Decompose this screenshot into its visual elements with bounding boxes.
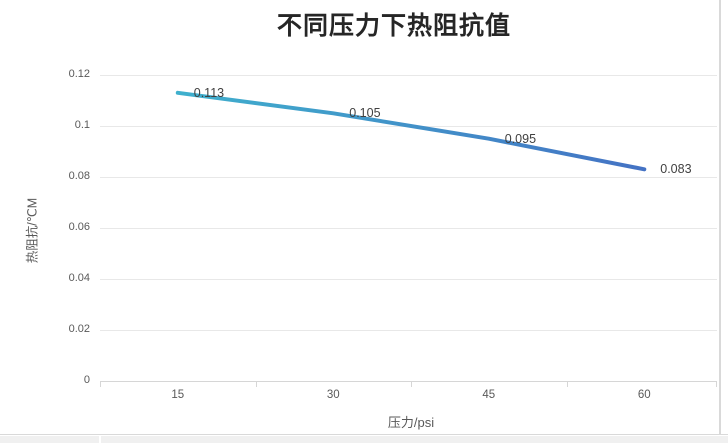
y-tick-label: 0.06 — [68, 221, 90, 233]
y-tick-label: 0.12 — [68, 68, 90, 80]
y-tick-label: 0.02 — [68, 323, 90, 335]
x-axis-tick-mark — [567, 381, 568, 387]
x-axis-tick-mark — [256, 381, 257, 387]
x-tick-label: 30 — [326, 389, 340, 401]
y-tick-label: 0.08 — [68, 170, 90, 182]
x-axis-line — [100, 381, 717, 382]
gridline — [100, 126, 717, 127]
y-tick-label: 0.1 — [74, 119, 90, 131]
data-label: 0.113 — [193, 85, 225, 100]
y-tick-label: 0 — [83, 374, 90, 386]
data-label: 0.095 — [504, 131, 537, 146]
x-axis-tick-mark — [411, 381, 412, 387]
gridline — [100, 177, 717, 178]
chart-bottom-border — [0, 434, 728, 435]
thermal-impedance-line — [175, 90, 647, 172]
gridline — [100, 330, 717, 331]
gridline — [100, 279, 717, 280]
x-tick-label: 60 — [637, 389, 651, 401]
chart-title: 不同压力下热阻抗值 — [276, 13, 511, 40]
y-tick-label: 0.04 — [68, 272, 90, 284]
data-label: 0.083 — [660, 162, 692, 177]
data-label: 0.105 — [349, 106, 381, 121]
y-axis-title: 热阻抗/℃M — [25, 197, 40, 264]
x-tick-label: 45 — [482, 389, 496, 401]
x-axis-tick-mark — [100, 381, 101, 387]
worksheet-strip — [0, 436, 728, 443]
gridline — [100, 75, 717, 76]
chart-right-border — [719, 0, 721, 434]
x-axis-title: 压力/psi — [387, 415, 435, 430]
x-axis-tick-mark — [716, 381, 717, 387]
gridline — [100, 228, 717, 229]
x-tick-label: 15 — [171, 389, 185, 401]
worksheet-cell-divider — [99, 436, 101, 443]
